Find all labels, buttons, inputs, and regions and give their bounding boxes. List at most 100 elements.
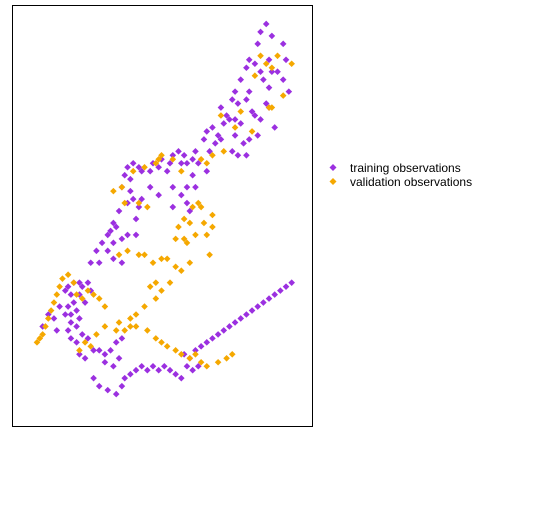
training-point	[56, 303, 63, 310]
training-point	[217, 104, 225, 111]
training-point	[262, 100, 270, 107]
validation-point	[84, 287, 92, 294]
training-point	[104, 386, 112, 394]
training-point	[67, 311, 75, 318]
validation-point	[39, 331, 46, 338]
training-point	[132, 366, 140, 374]
training-point	[138, 167, 145, 175]
training-point	[234, 100, 242, 107]
validation-point	[209, 152, 216, 159]
training-point	[112, 390, 120, 398]
training-point	[45, 311, 52, 318]
validation-point	[268, 64, 276, 72]
validation-point	[186, 354, 194, 362]
training-point	[163, 167, 171, 175]
training-point	[183, 199, 191, 207]
validation-point	[268, 104, 276, 111]
training-point	[288, 279, 295, 286]
validation-point	[73, 291, 80, 298]
training-point	[110, 239, 117, 247]
training-point	[67, 335, 75, 342]
training-point	[64, 283, 72, 290]
training-point	[268, 32, 276, 40]
training-point	[118, 382, 126, 390]
training-point	[166, 366, 174, 374]
validation-point	[93, 331, 100, 338]
validation-point	[237, 108, 245, 115]
training-point	[265, 84, 273, 91]
validation-point	[220, 148, 228, 155]
training-point	[203, 167, 211, 175]
validation-point	[169, 155, 177, 163]
validation-point	[158, 152, 165, 159]
training-point	[67, 319, 75, 326]
validation-point	[172, 235, 179, 243]
training-point	[220, 120, 228, 127]
training-point	[237, 76, 245, 83]
training-point	[189, 366, 196, 374]
training-point	[118, 259, 126, 267]
training-point	[115, 354, 123, 362]
training-point	[183, 183, 191, 191]
training-point	[237, 315, 245, 322]
training-point	[203, 128, 211, 135]
validation-point	[152, 279, 160, 286]
training-point	[271, 291, 278, 298]
training-point	[262, 20, 270, 28]
validation-point	[163, 343, 171, 350]
validation-point	[178, 351, 185, 358]
validation-point	[81, 339, 89, 346]
training-point	[223, 112, 230, 119]
training-point	[78, 331, 86, 338]
training-point	[81, 299, 89, 306]
validation-point	[228, 351, 236, 358]
training-point	[203, 339, 211, 346]
validation-point	[90, 291, 97, 298]
training-point	[112, 223, 120, 231]
validation-point	[251, 72, 259, 79]
validation-point	[127, 315, 134, 322]
training-point	[245, 88, 253, 95]
training-point	[76, 351, 83, 358]
training-point	[129, 159, 137, 167]
training-point	[183, 362, 191, 370]
validation-point	[76, 347, 83, 354]
validation-point	[70, 279, 78, 286]
validation-point	[209, 223, 216, 231]
training-point	[243, 152, 250, 159]
training-point	[245, 136, 253, 143]
validation-point	[203, 231, 211, 239]
training-point	[169, 203, 177, 211]
training-point	[271, 124, 278, 131]
training-point	[146, 183, 154, 191]
training-point	[211, 140, 219, 147]
training-point	[112, 339, 120, 346]
training-point	[194, 362, 202, 370]
training-point	[257, 68, 264, 76]
validation-point	[172, 263, 179, 271]
training-point	[138, 195, 145, 203]
training-point	[132, 231, 140, 239]
validation-point	[127, 323, 134, 330]
training-point	[98, 239, 106, 247]
validation-point	[112, 327, 120, 334]
training-point	[279, 76, 287, 83]
validation-point	[223, 354, 230, 362]
training-point	[118, 335, 126, 342]
training-point	[217, 136, 225, 143]
training-point	[231, 88, 239, 95]
validation-point	[192, 231, 199, 239]
training-point	[138, 362, 145, 370]
training-point	[251, 112, 259, 119]
training-point	[76, 279, 83, 286]
plot-frame	[12, 5, 313, 427]
validation-point	[144, 327, 151, 334]
training-point	[95, 382, 103, 390]
training-point	[192, 148, 199, 155]
training-point	[104, 231, 112, 239]
training-point	[189, 171, 196, 179]
legend-marker-training	[329, 164, 337, 171]
validation-point	[192, 351, 199, 358]
training-point	[135, 163, 143, 171]
